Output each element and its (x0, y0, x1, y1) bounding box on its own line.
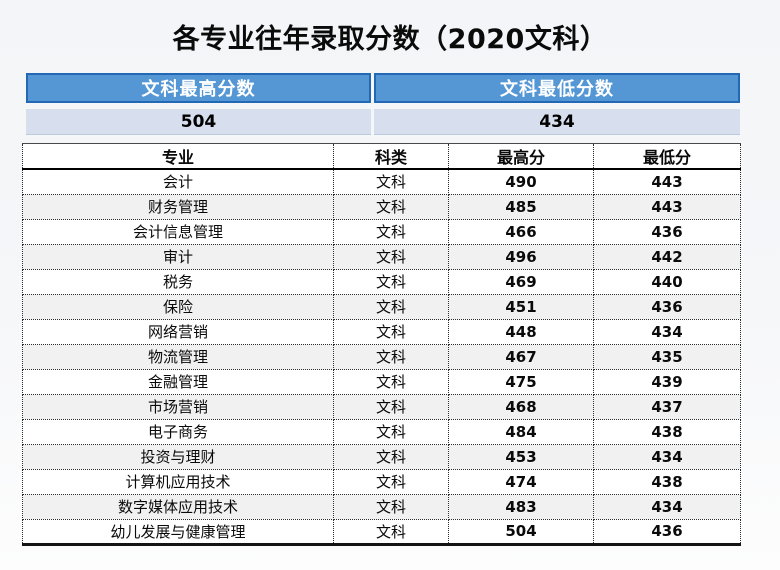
table-row: 幼儿发展与健康管理 文科 504 436 (22, 519, 741, 544)
scores-table: 专业 科类 最高分 最低分 会计 文科 490 443 财务管理 文科 485 … (22, 143, 741, 546)
cell-max-score: 468 (448, 394, 594, 420)
cell-min-score: 438 (593, 469, 741, 495)
cell-category: 文科 (333, 194, 449, 220)
cell-max-score: 469 (448, 269, 594, 295)
table-row: 物流管理 文科 467 435 (22, 344, 741, 370)
table-row: 会计 文科 490 443 (22, 169, 741, 195)
cell-min-score: 436 (593, 219, 741, 245)
cell-major: 审计 (22, 244, 334, 270)
cell-max-score: 453 (448, 444, 594, 470)
summary-header-bar: 文科最高分数 文科最低分数 (26, 73, 740, 103)
cell-min-score: 436 (593, 519, 741, 544)
cell-category: 文科 (333, 394, 449, 420)
table-row: 财务管理 文科 485 443 (22, 194, 741, 220)
column-header-category: 科类 (333, 143, 449, 170)
cell-max-score: 483 (448, 494, 594, 520)
cell-max-score: 485 (448, 194, 594, 220)
cell-min-score: 443 (593, 169, 741, 195)
cell-category: 文科 (333, 344, 449, 370)
cell-major: 电子商务 (22, 419, 334, 445)
cell-major: 市场营销 (22, 394, 334, 420)
cell-major: 会计 (22, 169, 334, 195)
cell-min-score: 434 (593, 319, 741, 345)
cell-category: 文科 (333, 419, 449, 445)
table-header-row: 专业 科类 最高分 最低分 (22, 143, 741, 170)
cell-min-score: 437 (593, 394, 741, 420)
table-row: 保险 文科 451 436 (22, 294, 741, 320)
cell-major: 物流管理 (22, 344, 334, 370)
min-score-value: 434 (374, 109, 740, 135)
table-row: 投资与理财 文科 453 434 (22, 444, 741, 470)
cell-category: 文科 (333, 519, 449, 544)
table-row: 数字媒体应用技术 文科 483 434 (22, 494, 741, 520)
table-row: 电子商务 文科 484 438 (22, 419, 741, 445)
cell-category: 文科 (333, 169, 449, 195)
max-score-value: 504 (26, 109, 371, 135)
min-score-header: 文科最低分数 (374, 73, 740, 103)
cell-min-score: 434 (593, 494, 741, 520)
cell-max-score: 448 (448, 319, 594, 345)
summary-value-bar: 504 434 (26, 109, 740, 135)
cell-max-score: 474 (448, 469, 594, 495)
column-header-max-score: 最高分 (448, 143, 594, 170)
cell-min-score: 440 (593, 269, 741, 295)
cell-category: 文科 (333, 494, 449, 520)
table-row: 市场营销 文科 468 437 (22, 394, 741, 420)
table-row: 会计信息管理 文科 466 436 (22, 219, 741, 245)
cell-category: 文科 (333, 219, 449, 245)
cell-category: 文科 (333, 469, 449, 495)
cell-max-score: 504 (448, 519, 594, 544)
max-score-header: 文科最高分数 (26, 73, 371, 103)
cell-category: 文科 (333, 244, 449, 270)
cell-major: 税务 (22, 269, 334, 295)
table-row: 金融管理 文科 475 439 (22, 369, 741, 395)
cell-major: 幼儿发展与健康管理 (22, 519, 334, 544)
cell-min-score: 443 (593, 194, 741, 220)
cell-category: 文科 (333, 444, 449, 470)
cell-category: 文科 (333, 294, 449, 320)
cell-major: 会计信息管理 (22, 219, 334, 245)
cell-major: 财务管理 (22, 194, 334, 220)
column-header-min-score: 最低分 (593, 143, 741, 170)
table-row: 税务 文科 469 440 (22, 269, 741, 295)
cell-major: 保险 (22, 294, 334, 320)
cell-major: 网络营销 (22, 319, 334, 345)
cell-min-score: 434 (593, 444, 741, 470)
cell-major: 投资与理财 (22, 444, 334, 470)
cell-category: 文科 (333, 269, 449, 295)
cell-min-score: 436 (593, 294, 741, 320)
page-title: 各专业往年录取分数（2020文科） (172, 24, 608, 55)
cell-min-score: 442 (593, 244, 741, 270)
cell-max-score: 490 (448, 169, 594, 195)
column-header-major: 专业 (22, 143, 334, 170)
cell-major: 数字媒体应用技术 (22, 494, 334, 520)
cell-max-score: 451 (448, 294, 594, 320)
cell-max-score: 475 (448, 369, 594, 395)
cell-max-score: 496 (448, 244, 594, 270)
table-row: 计算机应用技术 文科 474 438 (22, 469, 741, 495)
cell-max-score: 467 (448, 344, 594, 370)
cell-max-score: 484 (448, 419, 594, 445)
table-row: 审计 文科 496 442 (22, 244, 741, 270)
table-row: 网络营销 文科 448 434 (22, 319, 741, 345)
cell-major: 计算机应用技术 (22, 469, 334, 495)
cell-max-score: 466 (448, 219, 594, 245)
cell-min-score: 439 (593, 369, 741, 395)
cell-min-score: 438 (593, 419, 741, 445)
cell-min-score: 435 (593, 344, 741, 370)
cell-category: 文科 (333, 319, 449, 345)
cell-major: 金融管理 (22, 369, 334, 395)
cell-category: 文科 (333, 369, 449, 395)
